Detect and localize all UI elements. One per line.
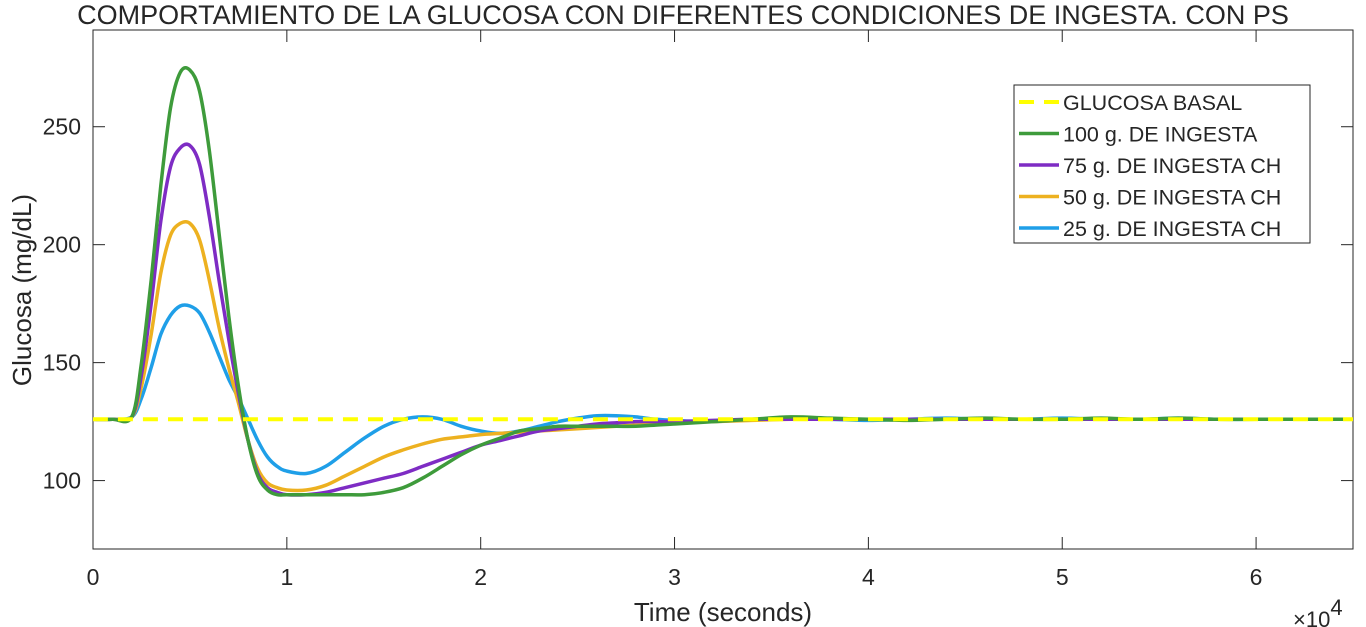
x-axis-label: Time (seconds) [634,597,812,627]
x-tick-label: 6 [1250,564,1263,590]
x-tick-label: 1 [280,564,293,590]
legend-label-3: 75 g. DE INGESTA CH [1063,154,1281,178]
legend-box [1013,84,1311,244]
y-axis-label: Glucosa (mg/dL) [7,194,37,386]
y-tick-label: 200 [43,232,81,258]
x-tick-label: 2 [474,564,487,590]
x-tick-label: 3 [668,564,681,590]
y-tick-label: 100 [43,468,81,494]
legend-label-4: 50 g. DE INGESTA CH [1063,186,1281,210]
x-multiplier-base: ×10 [1293,607,1330,627]
y-tick-label: 250 [43,114,81,140]
legend: GLUCOSA BASAL 100 g. DE INGESTA 75 g. DE I… [1013,84,1311,244]
chart-title: COMPORTAMIENTO DE LA GLUCOSA CON DIFEREN… [77,0,1289,30]
y-tick-label: 150 [43,350,81,376]
series-lines [93,66,1353,497]
x-tick-label: 4 [862,564,875,590]
x-multiplier-exponent: 4 [1330,595,1342,620]
legend-label-1: GLUCOSA BASAL [1063,91,1242,115]
x-axis-multiplier: ×104 [1293,595,1343,627]
x-tick-label: 0 [87,564,100,590]
legend-label-5: 25 g. DE INGESTA CH [1063,217,1281,241]
legend-label-2: 100 g. DE INGESTA [1063,123,1258,147]
axis-ticks: 0 1 2 3 4 5 6 100 150 200 250 [43,30,1353,590]
x-tick-label: 5 [1056,564,1069,590]
